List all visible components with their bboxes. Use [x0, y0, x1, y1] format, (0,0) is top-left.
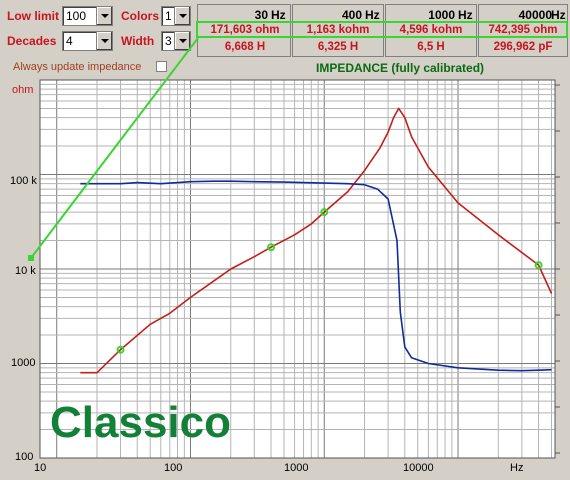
inductance-value: 6,668 H — [224, 41, 266, 53]
y-tick-label: 10 k — [15, 265, 36, 277]
marker-pointer-end — [28, 255, 34, 261]
x-tick-label: 100 — [164, 462, 183, 474]
y-tick-label: 100 k — [10, 175, 37, 187]
frequency-marker — [534, 261, 543, 270]
freq-value[interactable]: 1000 — [428, 8, 455, 22]
decades-value: 4 — [66, 34, 73, 48]
y-tick-label: 1000 — [11, 357, 36, 369]
capacitance-value: 296,962 pF — [493, 41, 553, 53]
marker-pointer-line — [30, 37, 199, 259]
freq-column-30 — [197, 4, 291, 57]
freq-column-40000 — [478, 4, 568, 57]
decades-label: Decades — [7, 34, 57, 48]
freq-unit: Hz — [458, 8, 473, 22]
x-tick-label: 1000 — [284, 462, 309, 474]
x-axis-unit: Hz — [510, 462, 524, 474]
impedance-value: 742,395 ohm — [488, 24, 558, 36]
chevron-down-icon[interactable] — [96, 7, 112, 25]
always-update-label: Always update impedance — [13, 61, 142, 73]
inductance-value: 6,5 H — [417, 41, 445, 53]
freq-value[interactable]: 40000 — [518, 8, 552, 22]
chevron-down-icon[interactable] — [174, 7, 190, 25]
chevron-down-icon[interactable] — [96, 32, 112, 50]
freq-unit: Hz — [551, 8, 566, 22]
width-select[interactable]: 3 — [161, 31, 191, 51]
frequency-marker — [320, 208, 329, 217]
inductance-value: 6,325 H — [317, 41, 359, 53]
width-value: 3 — [165, 34, 172, 48]
x-tick-label: 10000 — [403, 462, 434, 474]
colors-label: Colors — [121, 9, 160, 23]
impedance-series-line — [80, 107, 553, 374]
freq-column-400 — [292, 4, 384, 57]
impedance-row-highlight — [196, 21, 568, 38]
chart-title: IMPEDANCE (fully calibrated) — [316, 61, 485, 75]
y-tick-label: 100 — [15, 451, 34, 463]
frequency-marker — [116, 345, 125, 354]
freq-unit: Hz — [365, 8, 380, 22]
watermark-text: Classico — [50, 398, 231, 447]
low-limit-select[interactable]: 100 — [62, 6, 113, 26]
frequency-marker — [267, 243, 276, 252]
low-limit-value: 100 — [66, 9, 87, 23]
freq-value[interactable]: 30 — [254, 8, 268, 22]
width-label: Width — [121, 34, 155, 48]
freq-column-1000 — [385, 4, 477, 57]
freq-value[interactable]: 400 — [341, 8, 362, 22]
impedance-value: 4,596 kohm — [399, 24, 463, 36]
low-limit-label: Low limit — [7, 9, 59, 23]
impedance-value: 1,163 kohm — [306, 24, 370, 36]
colors-value: 1 — [165, 9, 172, 23]
freq-unit: Hz — [271, 8, 286, 22]
y-axis-label: ohm — [12, 84, 34, 96]
x-tick-label: 10 — [34, 462, 47, 474]
phase-series-line — [80, 180, 552, 372]
always-update-checkbox[interactable] — [156, 61, 167, 72]
chevron-down-icon[interactable] — [174, 32, 190, 50]
impedance-value: 171,603 ohm — [210, 24, 280, 36]
colors-select[interactable]: 1 — [161, 6, 191, 26]
decades-select[interactable]: 4 — [62, 31, 113, 51]
